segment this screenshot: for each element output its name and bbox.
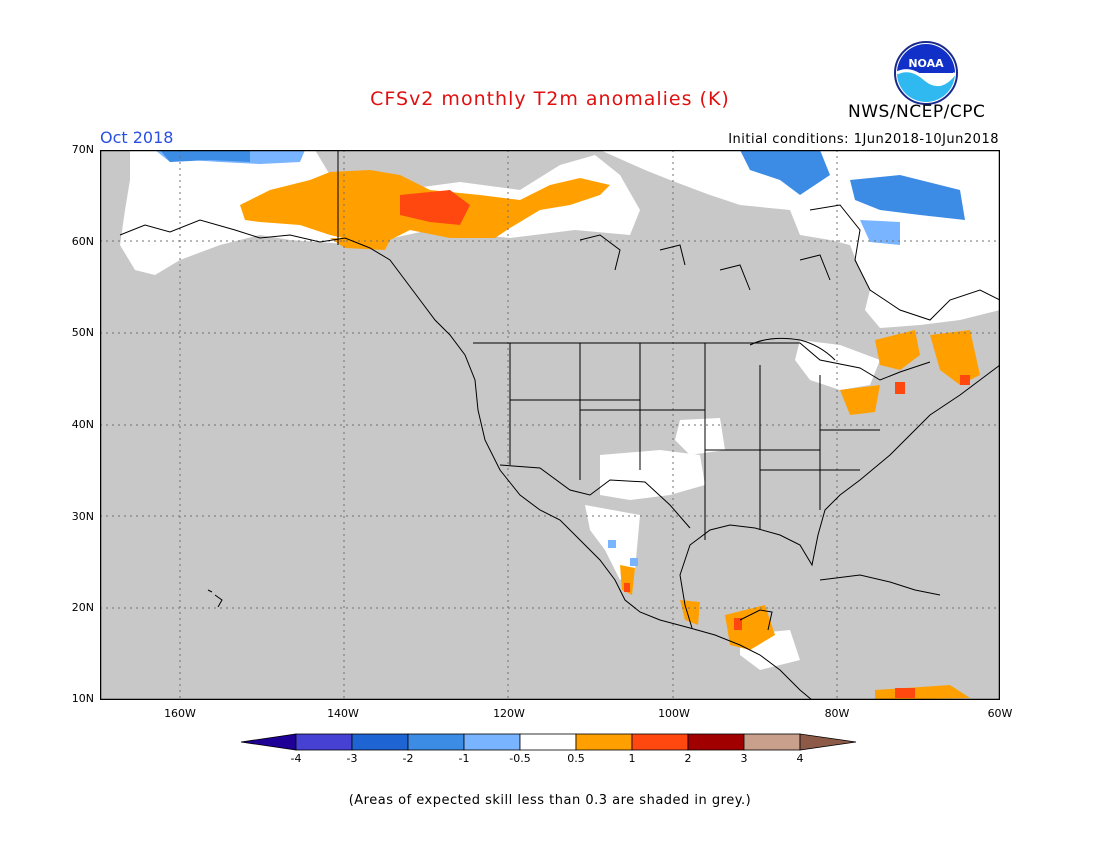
warm-region-quebec — [930, 330, 980, 385]
lon-label-140w: 140W — [327, 707, 359, 720]
warm-cell-guatemala — [734, 618, 742, 630]
hawaii-islands — [207, 589, 223, 608]
lat-label-60n: 60N — [71, 235, 94, 248]
colorbar-label: -3 — [346, 752, 358, 765]
cool-region-quebec — [860, 220, 900, 245]
lon-label-60w: 60W — [987, 707, 1013, 720]
warm-cell-caribbean — [895, 688, 915, 698]
lat-label-10n: 10N — [71, 692, 94, 705]
anomaly-map — [100, 150, 1000, 700]
colorbar-label: -0.5 — [509, 752, 531, 765]
great-lakes-shore — [749, 337, 836, 361]
forecast-month: Oct 2018 — [100, 128, 174, 147]
warm-cell-sinaloa — [624, 583, 630, 592]
cool-region-labrador — [850, 175, 965, 220]
white-region-southwest — [600, 450, 705, 500]
warm-region-sinaloa — [620, 565, 635, 595]
lat-label-40n: 40N — [71, 418, 94, 431]
colorbar-cell — [351, 733, 409, 751]
us-canada-border — [473, 342, 931, 381]
hudson-bay-coast — [809, 204, 1000, 321]
colorbar-cell — [295, 733, 353, 751]
colorbar-label: -1 — [458, 752, 470, 765]
lat-label-70n: 70N — [71, 143, 94, 156]
colorbar-cell — [407, 733, 465, 751]
us-mexico-border — [499, 464, 691, 529]
atlantic-gulf-coastline — [679, 364, 1000, 629]
map-frame — [100, 150, 1000, 700]
colorbar-arrow-high — [799, 733, 857, 751]
colorbar-label: 2 — [684, 752, 692, 765]
colorbar-cell — [575, 733, 633, 751]
pacific-coastline — [119, 219, 813, 700]
logo-text: NOAA — [908, 57, 944, 70]
warm-cell-nova-scotia — [960, 375, 970, 385]
map-title: CFSv2 monthly T2m anomalies (K) — [370, 88, 730, 110]
coastlines — [119, 150, 1000, 700]
graticule — [100, 150, 1000, 700]
warm-cell-maine — [895, 382, 905, 394]
lon-label-160w: 160W — [164, 707, 196, 720]
noaa-logo: NOAA — [894, 41, 958, 105]
initial-conditions: Initial conditions: 1Jun2018-10Jun2018 — [728, 132, 999, 147]
colorbar — [240, 733, 857, 751]
org-label: NWS/NCEP/CPC — [848, 102, 986, 122]
lon-label-120w: 120W — [493, 707, 525, 720]
colorbar-label: -2 — [402, 752, 414, 765]
white-region-great-lakes — [795, 340, 880, 390]
colorbar-arrow-low — [240, 733, 297, 751]
cool-regions — [155, 150, 965, 566]
colorbar-cell — [519, 733, 577, 751]
warm-region-guatemala — [725, 605, 775, 650]
colorbar-label: 0.5 — [567, 752, 585, 765]
canadian-lakes — [579, 234, 831, 291]
cool-cell-mexico — [630, 558, 638, 566]
lat-label-20n: 20N — [71, 601, 94, 614]
colorbar-label: -4 — [290, 752, 302, 765]
cool-region-north-alaska — [160, 150, 250, 162]
colorbar-cell — [687, 733, 745, 751]
warm-region-new-york — [840, 385, 880, 415]
lat-label-50n: 50N — [71, 326, 94, 339]
yucatan-coast — [739, 609, 773, 631]
cool-cell-baja — [608, 540, 616, 548]
skill-footnote: (Areas of expected skill less than 0.3 a… — [348, 793, 752, 808]
warm-region-yukon-strong — [400, 190, 470, 225]
warm-region-ontario — [875, 330, 920, 370]
colorbar-label: 3 — [740, 752, 748, 765]
colorbar-cell — [631, 733, 689, 751]
lon-label-100w: 100W — [658, 707, 690, 720]
state-borders — [509, 343, 880, 540]
colorbar-label: 4 — [796, 752, 804, 765]
lon-label-80w: 80W — [824, 707, 850, 720]
colorbar-cell — [743, 733, 801, 751]
colorbar-label: 1 — [628, 752, 636, 765]
caribbean-islands — [819, 574, 941, 596]
white-region-plains — [675, 418, 725, 455]
lat-label-30n: 30N — [71, 510, 94, 523]
colorbar-cell — [463, 733, 521, 751]
cool-region-baffin — [740, 150, 830, 195]
